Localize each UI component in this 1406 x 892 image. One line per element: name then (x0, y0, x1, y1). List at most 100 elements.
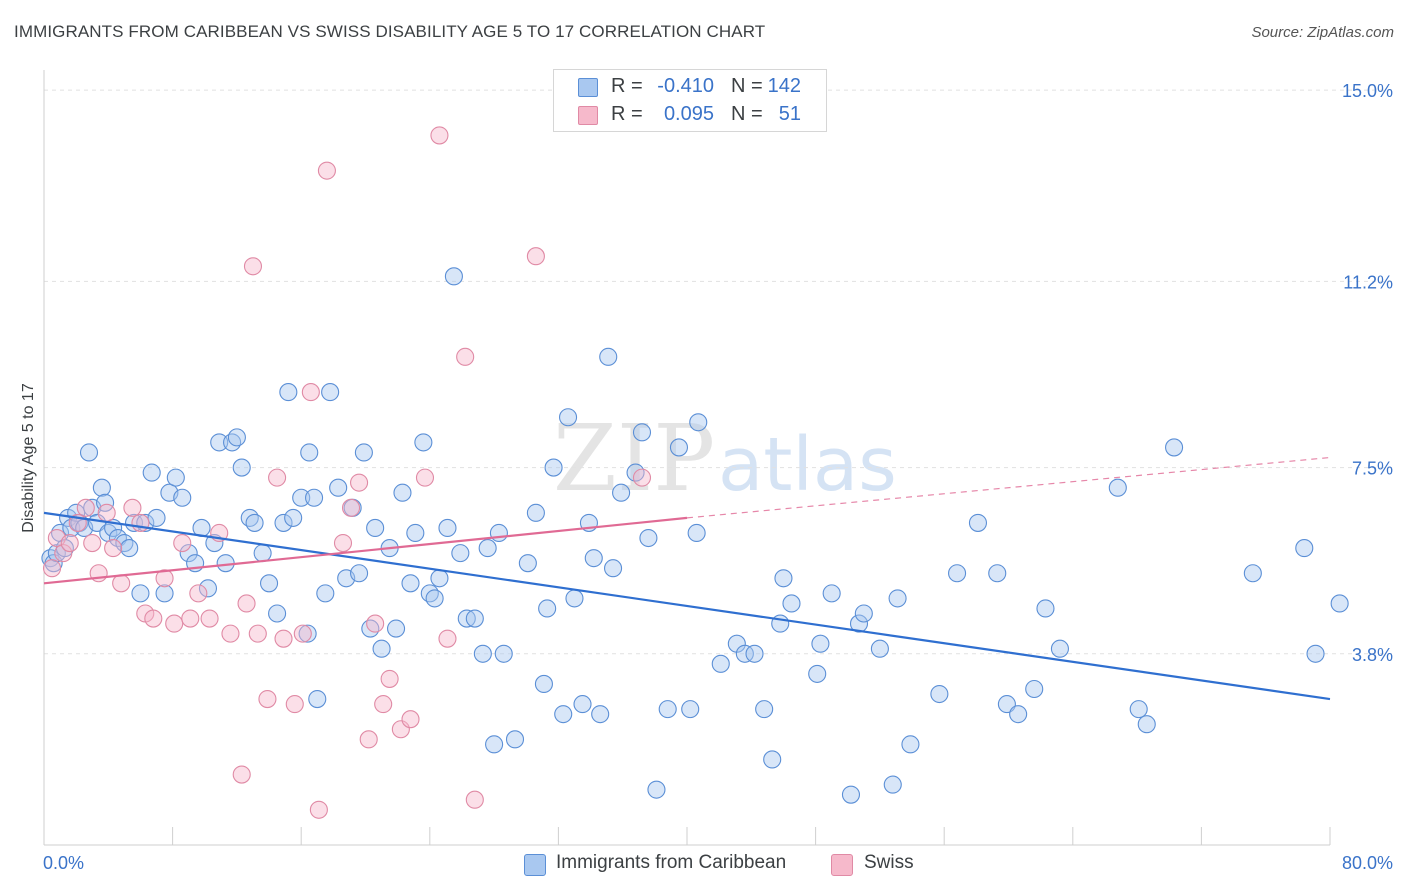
point-caribbean (687, 523, 706, 543)
point-caribbean (774, 569, 793, 588)
legend-r-value: 0.095 (663, 103, 714, 125)
y-tick-label: 3.8% (1352, 645, 1393, 665)
point-swiss (165, 614, 184, 633)
point-caribbean (131, 584, 150, 603)
point-caribbean (735, 644, 754, 663)
point-caribbean (870, 639, 889, 658)
point-caribbean (414, 433, 433, 452)
point-caribbean (841, 785, 861, 804)
y-axis-label: Disability Age 5 to 17 (20, 383, 37, 533)
legend-r-label: R = (611, 103, 643, 125)
point-swiss (456, 347, 475, 366)
point-caribbean (173, 488, 192, 507)
point-caribbean (505, 730, 525, 749)
point-caribbean (930, 684, 949, 704)
point-caribbean (406, 523, 425, 543)
point-swiss (112, 574, 131, 593)
point-caribbean (298, 624, 317, 643)
point-swiss (359, 730, 378, 749)
point-caribbean (518, 554, 537, 573)
point-caribbean (669, 438, 689, 457)
point-swiss (104, 539, 123, 558)
point-swiss (237, 594, 256, 613)
point-caribbean (401, 574, 420, 593)
point-caribbean (198, 579, 218, 598)
point-swiss (42, 559, 62, 578)
point-caribbean (681, 700, 700, 719)
chart-title: IMMIGRANTS FROM CARIBBEAN VS SWISS DISAB… (14, 22, 766, 41)
x-tick-label-max: 80.0% (1342, 853, 1393, 873)
point-caribbean (393, 483, 412, 502)
point-caribbean (366, 518, 385, 538)
point-swiss (380, 669, 399, 688)
trend-lines (686, 456, 1331, 519)
point-caribbean (284, 508, 303, 527)
point-caribbean (755, 700, 774, 719)
axis-labels: 3.8% 7.5% 11.2% 15.0% 0.0% 80.0% Disability Ag… (20, 81, 1393, 873)
point-caribbean (321, 383, 340, 402)
legend-row-caribbean: R = -0.410 N = 142 (554, 72, 826, 100)
point-caribbean (1330, 594, 1349, 613)
point-caribbean (425, 589, 444, 608)
point-caribbean (240, 508, 259, 527)
point-caribbean (361, 619, 380, 638)
point-caribbean (465, 609, 484, 628)
point-caribbean (354, 443, 373, 462)
point-swiss (243, 257, 263, 276)
legend-row-swiss: R = 0.095 N = 51 (554, 100, 826, 128)
point-caribbean (632, 423, 652, 442)
point-swiss (430, 126, 449, 145)
point-caribbean (386, 619, 406, 638)
point-caribbean (300, 443, 319, 462)
point-swiss (54, 544, 73, 563)
point-caribbean (444, 267, 463, 286)
point-swiss (350, 473, 369, 492)
point-caribbean (489, 523, 508, 543)
point-caribbean (120, 539, 139, 558)
point-caribbean (1036, 599, 1055, 618)
point-caribbean (1243, 564, 1262, 583)
point-swiss (83, 534, 102, 553)
point-swiss (274, 629, 293, 648)
point-swiss (465, 790, 484, 809)
point-caribbean (689, 413, 708, 432)
point-caribbean (1009, 705, 1028, 724)
point-swiss (189, 584, 208, 603)
point-caribbean (329, 478, 348, 497)
point-caribbean (1129, 700, 1148, 719)
point-swiss (293, 624, 312, 643)
point-caribbean (274, 513, 293, 532)
point-caribbean (166, 468, 185, 487)
y-tick-label: 11.2% (1343, 272, 1393, 292)
point-caribbean (647, 780, 666, 799)
point-caribbean (494, 644, 513, 663)
point-caribbean (988, 564, 1007, 583)
point-caribbean (854, 604, 873, 623)
point-swiss (309, 800, 328, 819)
point-caribbean (948, 564, 967, 583)
legend-n-value: 142 (767, 75, 801, 97)
point-caribbean (1137, 715, 1156, 734)
point-caribbean (430, 569, 449, 588)
point-caribbean (142, 463, 161, 482)
point-caribbean (305, 488, 324, 507)
point-caribbean (147, 508, 166, 527)
point-caribbean (438, 518, 457, 538)
point-caribbean (372, 639, 391, 658)
point-swiss (258, 690, 277, 709)
point-caribbean (745, 644, 764, 663)
point-caribbean (901, 735, 920, 754)
point-caribbean (612, 483, 631, 502)
point-caribbean (292, 488, 311, 507)
point-caribbean (782, 594, 801, 613)
point-caribbean (565, 589, 584, 608)
series-label-caribbean: Immigrants from Caribbean (556, 852, 787, 873)
point-swiss (76, 498, 95, 517)
point-caribbean (87, 513, 107, 532)
point-caribbean (155, 584, 174, 603)
point-caribbean (763, 750, 782, 769)
point-swiss (632, 468, 652, 487)
point-caribbean (591, 705, 610, 724)
point-swiss (131, 513, 150, 532)
watermark-zip: ZIP (553, 405, 715, 512)
